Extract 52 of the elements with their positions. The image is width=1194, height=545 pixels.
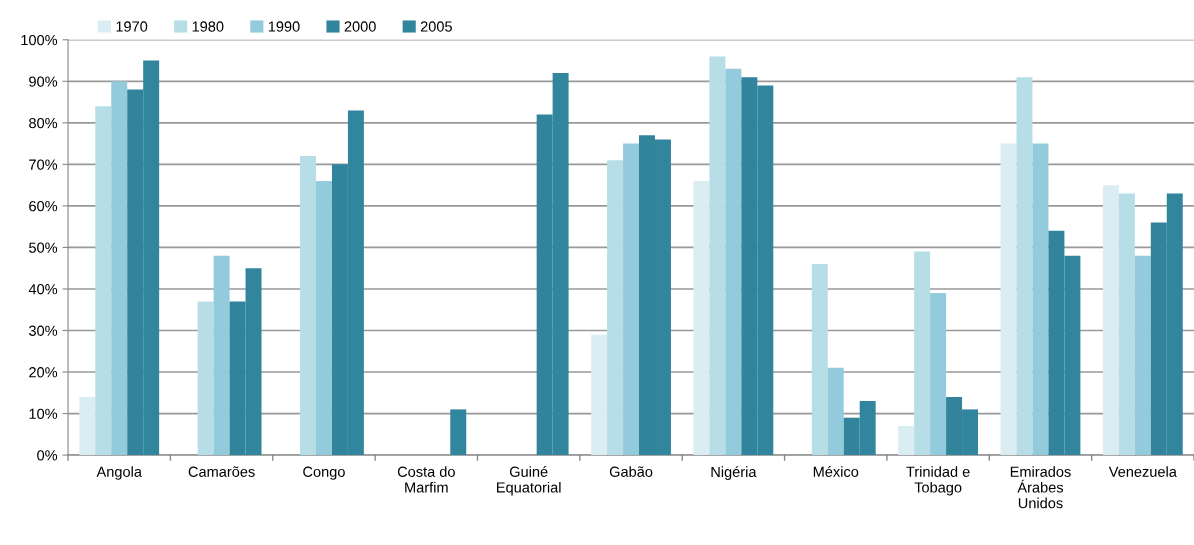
legend-label: 1980 (192, 21, 224, 32)
bar (1032, 143, 1049, 456)
bar (591, 334, 608, 456)
bar (197, 301, 214, 456)
bar (79, 396, 96, 456)
bar (811, 264, 828, 456)
bar (898, 426, 915, 456)
y-tick-label: 90% (29, 76, 58, 87)
x-tick-label: Angola (96, 466, 142, 480)
legend-label: 1970 (116, 21, 148, 32)
y-tick-label: 80% (29, 117, 58, 129)
x-tick-label: Guiné Equatorial (497, 466, 561, 496)
bar (1000, 143, 1017, 456)
bar (709, 56, 726, 456)
bar (930, 293, 947, 456)
y-tick-label: 100% (21, 34, 58, 46)
x-tick-label: Camarões (188, 466, 255, 477)
y-tick-label: 30% (29, 325, 58, 336)
bar (693, 180, 710, 456)
bar (725, 68, 742, 456)
bar (1134, 255, 1151, 456)
x-tick-label: Emirados Árabes Unidos (1010, 466, 1071, 509)
bar (213, 255, 230, 456)
legend-label: 2005 (420, 21, 452, 32)
bar (827, 367, 844, 456)
x-tick-label: Costa do Marfim (397, 466, 455, 493)
y-tick-label: 0% (37, 450, 58, 461)
bar (315, 180, 332, 456)
x-tick-label: México (813, 466, 859, 477)
bar (1102, 185, 1119, 456)
bar (607, 160, 624, 456)
y-tick-label: 40% (28, 284, 58, 295)
y-tick-label: 50% (29, 242, 58, 253)
x-tick-label: Venezuela (1108, 466, 1177, 477)
bar (1016, 77, 1033, 456)
x-tick-label: Gabão (609, 466, 653, 477)
y-tick-label: 70% (29, 159, 58, 170)
bar (1118, 193, 1135, 456)
legend-label: 1990 (268, 21, 300, 32)
y-tick-label: 20% (29, 367, 58, 378)
bar (914, 251, 931, 456)
bar (450, 409, 467, 456)
x-tick-label: Trinidad e Tobago (906, 466, 970, 496)
y-tick-label: 60% (29, 201, 58, 212)
bar (111, 81, 128, 456)
x-tick-label: Congo (303, 466, 345, 480)
legend-label: 2000 (344, 21, 376, 32)
x-tick-label: Nigéria (711, 466, 757, 480)
y-tick-label: 10% (29, 408, 58, 419)
bar (95, 106, 112, 456)
bar (300, 156, 316, 456)
bar (623, 143, 640, 456)
